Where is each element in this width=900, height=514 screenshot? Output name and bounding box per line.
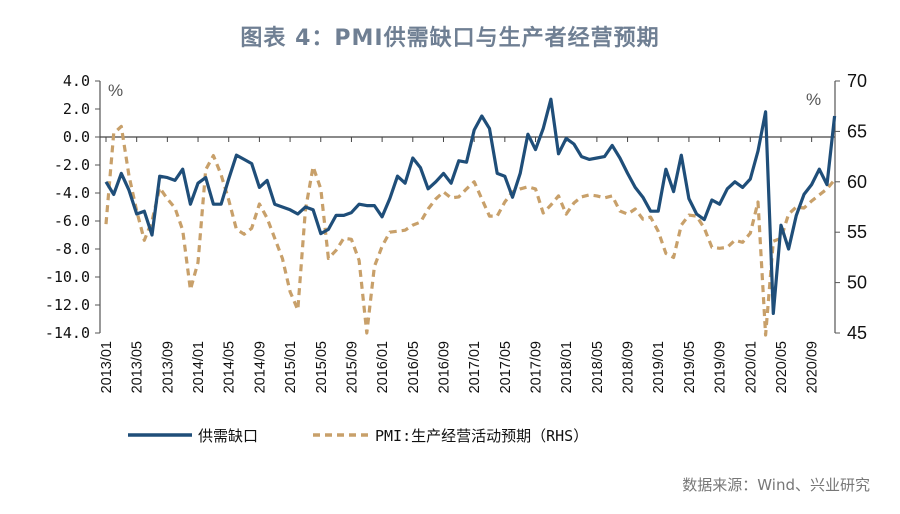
x-tick-label: 2014/05 <box>222 341 238 393</box>
left-tick-label: -8.0 <box>54 240 90 258</box>
x-tick-label: 2013/05 <box>130 341 146 393</box>
left-tick-label: -6.0 <box>54 212 90 230</box>
left-unit-label: % <box>108 81 123 100</box>
right-tick-label: 65 <box>847 121 867 141</box>
x-tick-label: 2015/05 <box>314 341 330 393</box>
right-unit-label: % <box>806 90 821 109</box>
left-tick-label: 0.0 <box>63 128 90 146</box>
series-line-supply-demand-gap <box>104 97 837 315</box>
x-tick-label: 2013/01 <box>99 341 115 393</box>
x-tick-label: 2014/09 <box>252 341 268 393</box>
x-tick-label: 2017/05 <box>498 341 514 393</box>
legend-label-supply-demand-gap: 供需缺口 <box>198 427 258 445</box>
x-tick-label: 2020/09 <box>805 341 821 393</box>
left-tick-label: -2.0 <box>54 156 90 174</box>
x-tick-label: 2019/09 <box>713 341 729 393</box>
x-tick-label: 2015/09 <box>344 341 360 393</box>
x-tick-label: 2020/01 <box>743 341 759 393</box>
left-tick-label: 2.0 <box>63 100 90 118</box>
right-tick-label: 55 <box>847 222 867 242</box>
x-tick-label: 2015/01 <box>283 341 299 393</box>
series-line-pmi-expectation <box>104 124 836 337</box>
x-tick-label: 2018/05 <box>590 341 606 393</box>
series-lines <box>104 97 837 337</box>
x-tick-label: 2016/01 <box>375 341 391 393</box>
left-tick-label: -12.0 <box>45 296 90 314</box>
x-tick-label: 2017/01 <box>467 341 483 393</box>
x-tick-labels: 2013/01 2013/05 2013/09 2014/01 2014/05 2014/… <box>99 341 821 393</box>
left-tick-label: -14.0 <box>45 324 90 342</box>
right-tick-label: 50 <box>847 273 867 293</box>
legend-label-pmi-expectation: PMI:生产经营活动预期（RHS） <box>375 427 588 445</box>
axes: 4.0 2.0 0.0 -2.0 -4.0 -6.0 -8.0 -10.0 -12.0 -14.0… <box>45 71 867 343</box>
x-tick-label: 2014/01 <box>191 341 207 393</box>
data-source-note: 数据来源：Wind、兴业研究 <box>682 476 870 494</box>
x-tick-label: 2013/09 <box>160 341 176 393</box>
x-tick-label: 2020/05 <box>774 341 790 393</box>
x-tick-label: 2019/05 <box>682 341 698 393</box>
x-tick-label: 2017/09 <box>529 341 545 393</box>
x-tick-label: 2016/05 <box>406 341 422 393</box>
right-tick-label: 60 <box>847 172 867 192</box>
x-tick-label: 2019/01 <box>651 341 667 393</box>
x-tick-label: 2018/09 <box>621 341 637 393</box>
right-tick-label: 45 <box>847 323 867 343</box>
x-tick-label: 2016/09 <box>436 341 452 393</box>
left-tick-label: -4.0 <box>54 184 90 202</box>
left-tick-label: -10.0 <box>45 268 90 286</box>
left-tick-label: 4.0 <box>63 72 90 90</box>
x-tick-label: 2018/01 <box>559 341 575 393</box>
chart-title: 图表 4：PMI供需缺口与生产者经营预期 <box>240 26 660 51</box>
legend: 供需缺口 PMI:生产经营活动预期（RHS） <box>128 427 588 445</box>
right-tick-label: 70 <box>847 71 867 91</box>
